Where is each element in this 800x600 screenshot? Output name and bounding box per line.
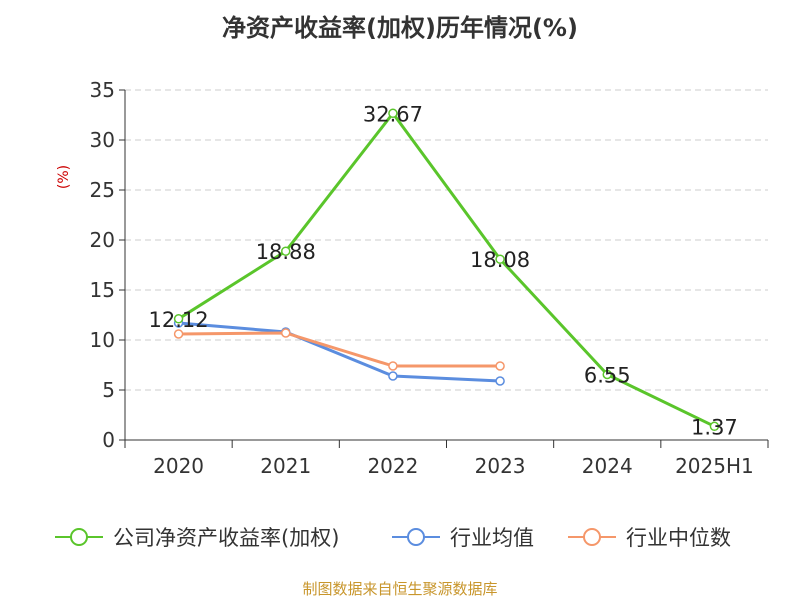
series-layer — [173, 108, 720, 432]
data-label-layer: 12.12 18.88 32.67 18.08 6.55 1.37 — [149, 102, 738, 439]
x-tick-label: 2025H1 — [675, 454, 754, 478]
y-tick-label: 30 — [90, 128, 115, 152]
data-point — [709, 421, 720, 432]
data-label: 6.55 — [584, 364, 631, 388]
data-point — [495, 361, 505, 371]
data-label: 32.67 — [363, 102, 423, 126]
legend-marker — [583, 528, 601, 546]
x-tick-label: 2020 — [153, 454, 204, 478]
x-tick-label: 2024 — [582, 454, 633, 478]
data-label: 18.08 — [470, 248, 530, 272]
legend-item[interactable]: 行业均值 — [392, 526, 534, 550]
x-tick-label: 2022 — [367, 454, 418, 478]
legend-marker — [70, 528, 88, 546]
data-label: 18.88 — [256, 240, 316, 264]
series-line — [177, 111, 716, 428]
data-point — [173, 329, 184, 339]
y-tick-label: 10 — [90, 328, 115, 352]
grid-layer — [125, 89, 768, 391]
series-line — [178, 331, 501, 368]
data-label: 1.37 — [691, 415, 738, 439]
data-point — [495, 254, 505, 264]
legend-label: 公司净资产收益率(加权) — [113, 526, 339, 550]
data-point — [388, 371, 398, 381]
chart-title: 净资产收益率(加权)历年情况(%) — [222, 14, 578, 42]
legend-label: 行业均值 — [450, 526, 534, 550]
y-tick-label: 20 — [90, 228, 115, 252]
legend-marker — [407, 528, 425, 546]
legend-item[interactable]: 行业中位数 — [568, 526, 731, 550]
y-tick-label: 35 — [90, 78, 115, 102]
legend[interactable]: 公司净资产收益率(加权) 行业均值 行业中位数 — [55, 526, 731, 550]
data-point — [602, 369, 612, 380]
source-note: 制图数据来自恒生聚源数据库 — [302, 580, 498, 598]
data-point — [281, 246, 291, 256]
axis-layer: 0 5 10 15 20 25 30 35 2020 2021 2022 2023 2024 2025H1… — [56, 78, 769, 478]
x-tick-label: 2023 — [475, 454, 526, 478]
y-tick-label: 15 — [90, 278, 115, 302]
data-label: 12.12 — [149, 308, 209, 332]
legend-item[interactable]: 公司净资产收益率(加权) — [55, 526, 339, 550]
data-point — [173, 314, 184, 324]
y-tick-label: 25 — [90, 178, 115, 202]
y-tick-label: 5 — [102, 378, 115, 402]
y-axis-label: (%) — [56, 165, 72, 189]
x-tick-label: 2021 — [260, 454, 311, 478]
data-point — [388, 361, 398, 371]
data-point — [281, 328, 291, 338]
data-point — [495, 376, 505, 386]
legend-label: 行业中位数 — [626, 526, 731, 550]
data-point — [388, 108, 398, 119]
y-tick-label: 0 — [102, 428, 115, 452]
series-line — [178, 321, 501, 383]
